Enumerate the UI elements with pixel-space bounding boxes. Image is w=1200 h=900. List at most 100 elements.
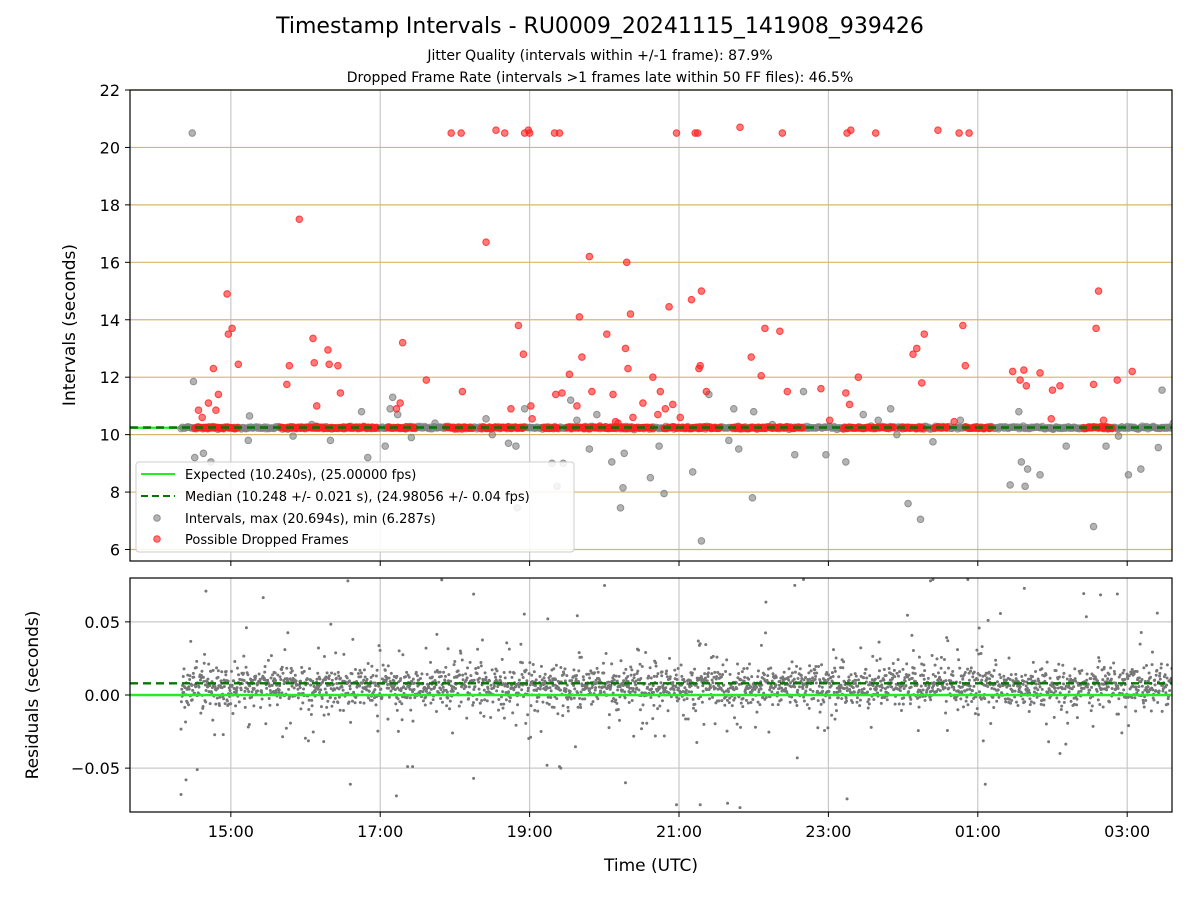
residual-point xyxy=(662,734,666,738)
residual-point xyxy=(408,696,412,700)
residual-point xyxy=(905,613,909,617)
residual-point xyxy=(329,687,333,691)
residual-point xyxy=(691,706,695,710)
residual-point xyxy=(703,676,707,680)
residual-point xyxy=(277,688,281,692)
residual-point xyxy=(308,667,312,671)
residual-point xyxy=(547,702,551,706)
residual-point xyxy=(414,670,418,674)
residual-point xyxy=(1088,688,1092,692)
residual-point xyxy=(1122,668,1126,672)
residual-point xyxy=(443,674,447,678)
residual-point xyxy=(566,705,570,709)
residual-point xyxy=(790,671,794,675)
residual-point xyxy=(655,674,659,678)
residual-point xyxy=(545,763,549,767)
interval-point xyxy=(504,439,513,448)
residual-point xyxy=(747,677,751,681)
residual-point xyxy=(827,681,831,685)
residual-point xyxy=(1062,700,1066,704)
residual-point xyxy=(182,667,186,671)
interval-point xyxy=(189,377,198,386)
residual-point xyxy=(751,698,755,702)
residual-point xyxy=(901,667,905,671)
residual-point xyxy=(1137,685,1141,689)
residual-point xyxy=(874,687,878,691)
residual-point xyxy=(184,778,188,782)
residual-point xyxy=(818,710,822,714)
residual-point xyxy=(720,699,724,703)
residual-point xyxy=(561,704,565,708)
residual-point xyxy=(749,701,753,705)
residual-point xyxy=(648,666,652,670)
residual-point xyxy=(727,690,731,694)
dropped-frame-point xyxy=(1184,417,1191,424)
residual-point xyxy=(801,687,805,691)
residual-point xyxy=(461,678,465,682)
residual-point xyxy=(524,721,528,725)
residual-point xyxy=(1031,660,1035,664)
residual-point xyxy=(243,689,247,693)
dropped-frame-point xyxy=(676,413,685,422)
residual-point xyxy=(750,688,754,692)
intervals-ytick-label: 18 xyxy=(100,196,120,215)
residual-point xyxy=(710,678,714,682)
residual-point xyxy=(237,700,241,704)
residual-point xyxy=(753,687,757,691)
residual-point xyxy=(630,668,634,672)
residual-point xyxy=(545,686,549,690)
residual-point xyxy=(246,687,250,691)
residual-point xyxy=(324,691,328,695)
residual-point xyxy=(592,671,596,675)
residual-point xyxy=(179,792,183,796)
residual-point xyxy=(875,659,879,663)
residual-point xyxy=(656,672,660,676)
residual-point xyxy=(328,695,332,699)
residual-point xyxy=(919,684,923,688)
residual-point xyxy=(880,686,884,690)
residual-point xyxy=(652,674,656,678)
residual-point xyxy=(228,689,232,693)
chart-subtitle-jitter: Jitter Quality (intervals within +/-1 fr… xyxy=(427,48,773,64)
residual-point xyxy=(349,720,353,724)
residual-point xyxy=(507,647,511,651)
residual-point xyxy=(668,656,672,660)
residual-point xyxy=(623,690,627,694)
residual-point xyxy=(1067,690,1071,694)
residual-point xyxy=(235,666,239,670)
residual-point xyxy=(456,669,460,673)
residual-point xyxy=(771,672,775,676)
interval-point xyxy=(929,438,937,446)
dropped-frame-point xyxy=(639,399,647,407)
residual-point xyxy=(651,690,655,694)
residual-point xyxy=(310,704,314,708)
residual-point xyxy=(1142,705,1146,709)
residual-point xyxy=(412,681,416,685)
residual-point xyxy=(1150,663,1154,667)
residual-point xyxy=(393,683,397,687)
residual-point xyxy=(944,699,948,703)
residual-point xyxy=(263,664,267,668)
interval-point xyxy=(697,537,706,545)
interval-point xyxy=(734,445,743,453)
residual-point xyxy=(273,671,277,675)
residual-point xyxy=(819,702,823,706)
residual-point xyxy=(477,680,481,684)
residual-point xyxy=(341,688,345,692)
residual-point xyxy=(459,700,463,704)
residual-point xyxy=(1158,674,1162,678)
residual-point xyxy=(1165,676,1169,680)
residual-point xyxy=(1035,695,1039,699)
residual-point xyxy=(776,703,780,707)
residual-point xyxy=(656,707,660,711)
dropped-frame-point xyxy=(654,410,662,419)
interval-point xyxy=(381,442,390,450)
residual-point xyxy=(705,679,709,683)
residual-point xyxy=(823,728,827,732)
residual-point xyxy=(514,723,518,727)
dropped-frame-point xyxy=(1190,360,1197,367)
residual-point xyxy=(1082,686,1086,690)
residual-point xyxy=(922,673,926,677)
interval-point xyxy=(859,410,868,419)
interval-point xyxy=(893,430,901,439)
